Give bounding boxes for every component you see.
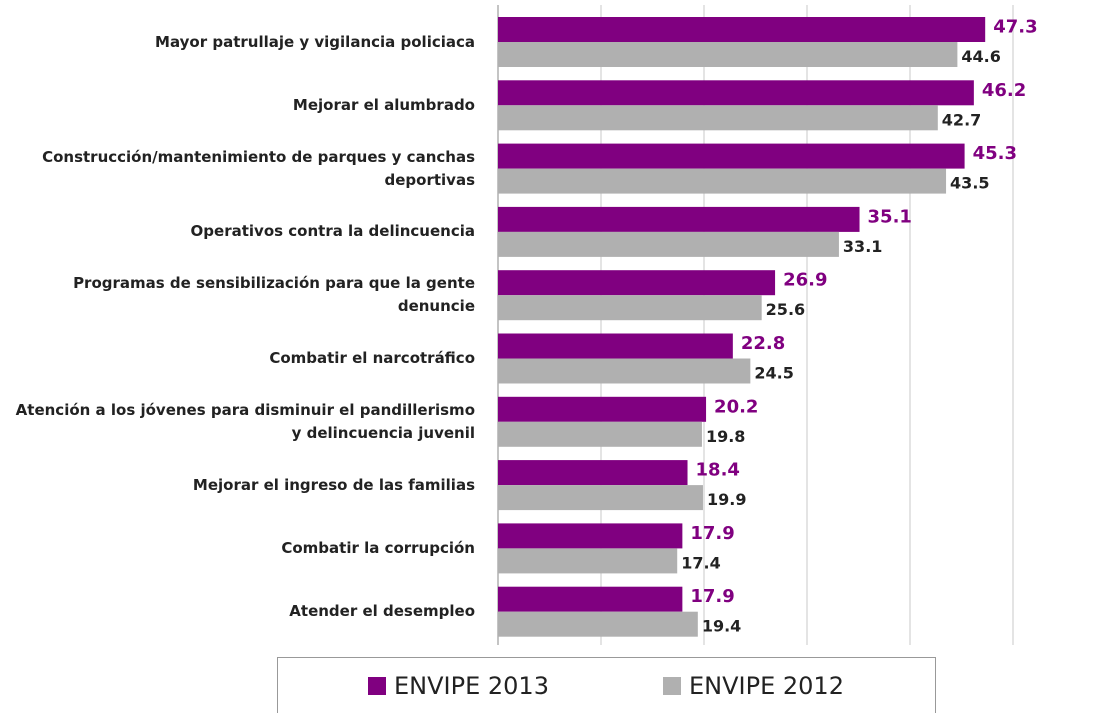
- value-label: 19.9: [707, 490, 746, 509]
- category-label: Atender el desempleo: [289, 602, 475, 621]
- value-label: 44.6: [961, 47, 1000, 66]
- bar: [498, 168, 947, 194]
- category-label: Operativos contra la delincuencia: [190, 222, 475, 241]
- legend-swatch: [663, 677, 681, 695]
- bar: [498, 105, 938, 131]
- bar: [498, 586, 683, 612]
- category-label: Construcción/mantenimiento de parques y …: [42, 147, 475, 189]
- legend: ENVIPE 2013 ENVIPE 2012: [277, 657, 936, 713]
- value-label: 43.5: [950, 174, 989, 193]
- bar: [498, 206, 860, 232]
- legend-label: ENVIPE 2012: [689, 672, 844, 700]
- bar: [498, 460, 688, 486]
- category-label: Combatir la corrupción: [281, 538, 475, 557]
- value-label: 19.8: [706, 427, 745, 446]
- bar: [498, 333, 733, 359]
- category-label: Programas de sensibilización para que la…: [73, 274, 475, 316]
- category-label: Mejorar el alumbrado: [292, 95, 475, 114]
- value-label: 24.5: [754, 364, 793, 383]
- bar: [498, 485, 703, 511]
- bar: [498, 421, 702, 447]
- bar: [498, 143, 965, 169]
- value-label: 19.4: [702, 617, 741, 636]
- bar: [498, 295, 762, 321]
- value-label: 46.2: [982, 80, 1026, 101]
- value-label: 22.8: [741, 333, 785, 354]
- value-label: 18.4: [696, 460, 740, 481]
- value-label: 20.2: [714, 396, 758, 417]
- bar: [498, 270, 776, 296]
- bar: [498, 396, 707, 422]
- bar: [498, 17, 986, 42]
- category-label: Atención a los jóvenes para disminuir el…: [15, 400, 475, 442]
- category-label: Mayor patrullaje y vigilancia policiaca: [155, 32, 475, 51]
- legend-item: ENVIPE 2012: [663, 672, 844, 700]
- value-label: 35.1: [868, 206, 912, 227]
- bar: [498, 42, 958, 67]
- bar: [498, 231, 839, 257]
- value-label: 45.3: [973, 143, 1017, 164]
- legend-swatch: [368, 677, 386, 695]
- value-label: 26.9: [783, 270, 827, 291]
- bar: [498, 611, 698, 637]
- category-label: Combatir el narcotráfico: [269, 349, 475, 367]
- value-label: 25.6: [766, 300, 805, 319]
- value-label: 17.4: [681, 553, 720, 572]
- bar: [498, 80, 974, 106]
- legend-item: ENVIPE 2013: [368, 672, 549, 700]
- value-label: 42.7: [942, 110, 981, 129]
- category-label: Mejorar el ingreso de las familias: [192, 475, 475, 494]
- legend-label: ENVIPE 2013: [394, 672, 549, 700]
- value-label: 17.9: [690, 586, 734, 607]
- value-label: 33.1: [843, 237, 882, 256]
- bar: [498, 358, 751, 384]
- bar: [498, 548, 678, 574]
- bar: [498, 523, 683, 549]
- value-label: 17.9: [690, 523, 734, 544]
- value-label: 47.3: [993, 17, 1037, 38]
